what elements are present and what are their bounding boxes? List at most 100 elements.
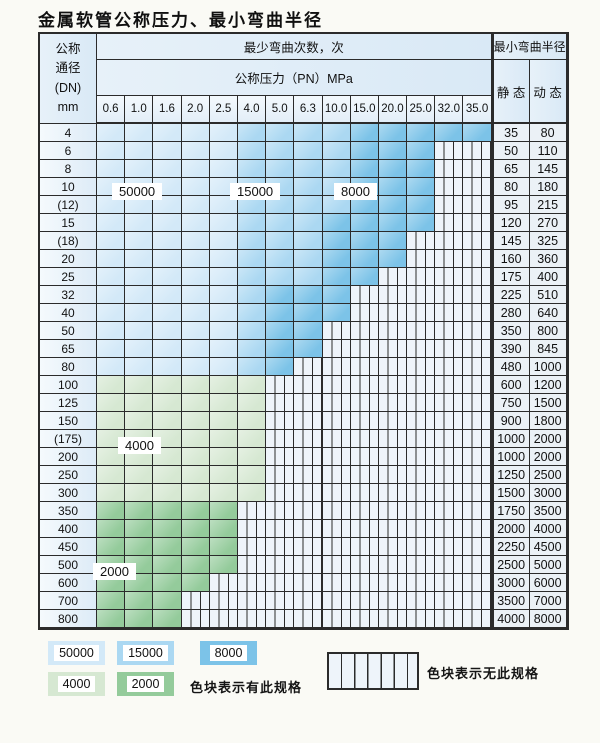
spec-cell-no-spec xyxy=(407,448,436,466)
spec-cell-4000 xyxy=(209,412,238,430)
spec-cell-50000 xyxy=(153,142,182,160)
dn-cell: 25 xyxy=(40,268,97,286)
spec-cell-no-spec xyxy=(407,412,436,430)
dn-cell: 100 xyxy=(40,376,97,394)
spec-cell-8000 xyxy=(322,286,351,304)
spec-cell-8000 xyxy=(322,304,351,322)
spec-cell-50000 xyxy=(97,232,126,250)
spec-cell-2000 xyxy=(97,592,126,610)
dn-cell: 65 xyxy=(40,340,97,358)
zone-label-2000: 2000 xyxy=(93,563,136,580)
spec-cell-50000 xyxy=(125,268,154,286)
spec-cell-50000 xyxy=(209,250,238,268)
spec-cell-8000 xyxy=(294,286,323,304)
dynamic-radius-cell: 80 xyxy=(529,124,567,142)
spec-cell-2000 xyxy=(97,538,126,556)
spec-cell-50000 xyxy=(181,124,210,142)
spec-cell-no-spec xyxy=(378,268,408,286)
spec-cell-8000 xyxy=(322,250,351,268)
spec-cell-50000 xyxy=(181,358,210,376)
spec-cell-50000 xyxy=(153,268,182,286)
dynamic-radius-cell: 215 xyxy=(529,196,567,214)
spec-cell-no-spec xyxy=(322,394,351,412)
spec-cell-no-spec xyxy=(407,376,436,394)
static-radius-cell: 65 xyxy=(491,160,530,178)
dn-cell: (175) xyxy=(40,430,97,448)
dynamic-radius-cell: 2500 xyxy=(529,466,567,484)
dynamic-radius-cell: 1500 xyxy=(529,394,567,412)
spec-cell-no-spec xyxy=(266,538,295,556)
spec-cell-2000 xyxy=(97,502,126,520)
spec-cell-no-spec xyxy=(322,538,351,556)
spec-cell-4000 xyxy=(153,394,182,412)
spec-cell-15000 xyxy=(237,160,267,178)
spec-cell-8000 xyxy=(378,232,408,250)
spec-cell-no-spec xyxy=(350,592,379,610)
spec-cell-no-spec xyxy=(378,556,408,574)
spec-cell-no-spec xyxy=(266,556,295,574)
dn-cell: 10 xyxy=(40,178,97,196)
dn-cell: 350 xyxy=(40,502,97,520)
spec-cell-50000 xyxy=(97,358,126,376)
spec-cell-50000 xyxy=(209,358,238,376)
spec-cell-8000 xyxy=(350,232,379,250)
spec-cell-no-spec xyxy=(378,430,408,448)
spec-cell-2000 xyxy=(125,610,154,628)
spec-cell-50000 xyxy=(181,196,210,214)
spec-cell-8000 xyxy=(407,142,436,160)
dn-header-line: 公称 xyxy=(55,41,81,56)
spec-cell-no-spec xyxy=(435,268,464,286)
spec-cell-8000 xyxy=(350,142,379,160)
spec-cell-no-spec xyxy=(463,448,492,466)
spec-cell-no-spec xyxy=(350,394,379,412)
spec-cell-2000 xyxy=(97,520,126,538)
spec-cell-50000 xyxy=(181,250,210,268)
spec-cell-no-spec xyxy=(294,538,323,556)
spec-cell-no-spec xyxy=(435,610,464,628)
spec-cell-no-spec xyxy=(463,610,492,628)
spec-cell-no-spec xyxy=(350,340,379,358)
spec-cell-2000 xyxy=(125,502,154,520)
spec-cell-4000 xyxy=(237,376,267,394)
static-radius-cell: 1500 xyxy=(491,484,530,502)
spec-cell-15000 xyxy=(322,142,351,160)
spec-cell-50000 xyxy=(125,196,154,214)
spec-cell-no-spec xyxy=(407,556,436,574)
spec-cell-50000 xyxy=(125,286,154,304)
spec-cell-50000 xyxy=(209,142,238,160)
spec-cell-4000 xyxy=(125,484,154,502)
static-radius-cell: 1000 xyxy=(491,448,530,466)
spec-cell-no-spec xyxy=(322,448,351,466)
spec-cell-50000 xyxy=(97,268,126,286)
spec-cell-50000 xyxy=(209,196,238,214)
spec-cell-no-spec xyxy=(463,358,492,376)
spec-cell-no-spec xyxy=(350,466,379,484)
spec-cell-2000 xyxy=(209,520,238,538)
dn-cell: 50 xyxy=(40,322,97,340)
static-radius-cell: 750 xyxy=(491,394,530,412)
dynamic-radius-cell: 1200 xyxy=(529,376,567,394)
spec-cell-no-spec xyxy=(378,448,408,466)
legend-swatch-8000: 8000 xyxy=(200,641,257,665)
spec-cell-no-spec xyxy=(322,592,351,610)
spec-cell-no-spec xyxy=(435,448,464,466)
spec-cell-no-spec xyxy=(350,538,379,556)
spec-cell-8000 xyxy=(407,124,436,142)
spec-cell-15000 xyxy=(237,250,267,268)
spec-cell-50000 xyxy=(181,178,210,196)
spec-cell-no-spec xyxy=(322,556,351,574)
spec-cell-no-spec xyxy=(463,160,492,178)
spec-cell-2000 xyxy=(153,574,182,592)
spec-cell-8000 xyxy=(350,268,379,286)
pressure-tick: 2.0 xyxy=(181,96,210,124)
pressure-tick: 25.0 xyxy=(407,96,436,124)
dn-cell: 400 xyxy=(40,520,97,538)
dn-cell: 300 xyxy=(40,484,97,502)
dn-cell: 32 xyxy=(40,286,97,304)
spec-cell-no-spec xyxy=(378,286,408,304)
spec-cell-no-spec xyxy=(266,466,295,484)
spec-cell-4000 xyxy=(97,484,126,502)
spec-cell-15000 xyxy=(237,358,267,376)
spec-cell-no-spec xyxy=(378,340,408,358)
spec-cell-no-spec xyxy=(378,610,408,628)
